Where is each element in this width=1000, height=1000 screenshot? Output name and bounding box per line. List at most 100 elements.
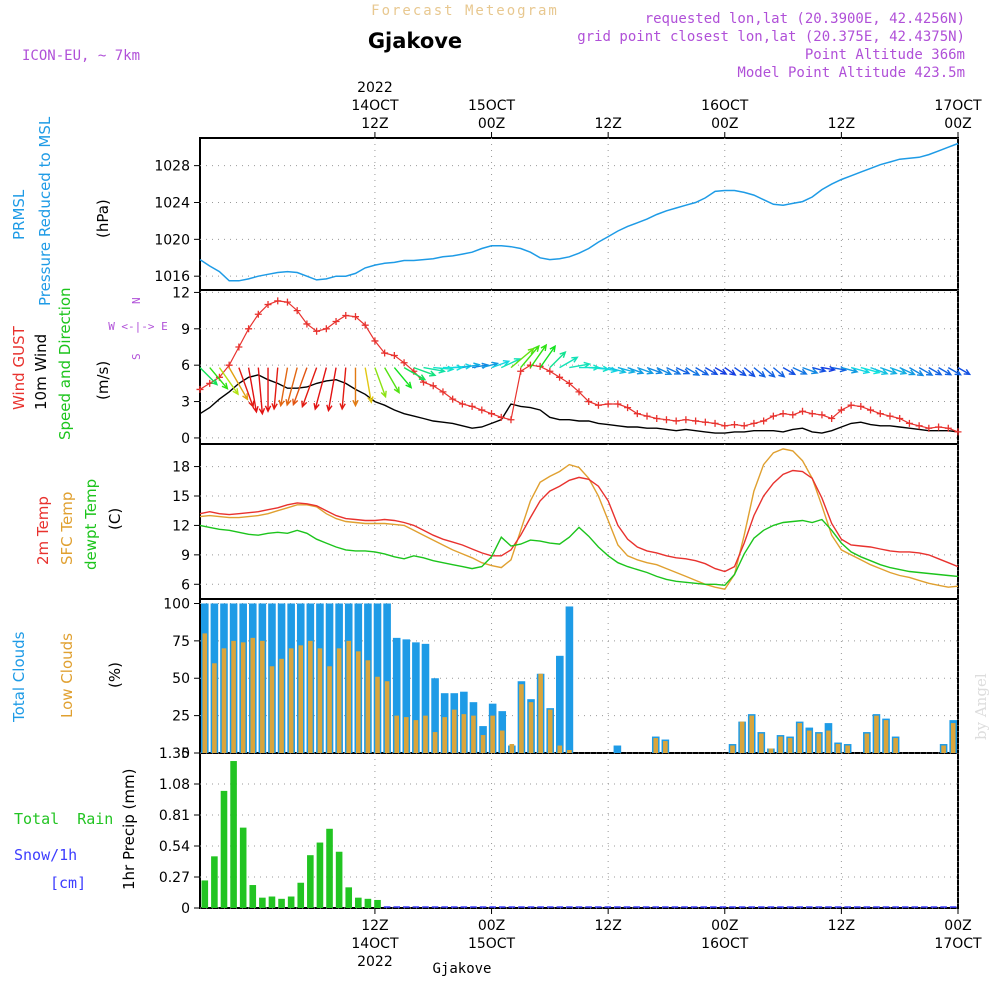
wind-direction-arrow — [627, 366, 645, 375]
gust-marker — [594, 401, 602, 409]
wind-direction-arrow — [704, 366, 719, 376]
gust-marker — [381, 349, 389, 357]
low-clouds-bar — [442, 717, 447, 753]
data-series — [196, 142, 972, 908]
wind-ytick-label: 6 — [181, 358, 190, 374]
gust-marker — [886, 412, 894, 420]
gust-marker — [808, 410, 816, 418]
gust-marker — [546, 367, 554, 375]
wind-direction-arrow — [918, 366, 934, 376]
gust-marker — [896, 415, 904, 423]
wind-direction-arrow — [909, 366, 925, 377]
gust-marker — [701, 418, 709, 426]
gust-marker — [847, 401, 855, 409]
clouds-ytick-label: 50 — [172, 671, 190, 687]
gust-label: Wind GUST — [10, 325, 28, 410]
pressure-ytick-label: 1028 — [154, 159, 190, 175]
gust-marker — [293, 307, 301, 315]
gust-marker — [672, 417, 680, 425]
gust-marker — [235, 343, 243, 351]
model-altitude: Model Point Altitude 423.5m — [737, 65, 965, 81]
wind-direction-arrow — [841, 366, 859, 374]
low-clouds-label: Low Clouds — [58, 633, 76, 718]
temp-unit: (C) — [106, 508, 124, 530]
gust-marker — [429, 382, 437, 390]
wind-direction-arrow — [209, 367, 229, 390]
gust-marker — [905, 419, 913, 427]
temperature-ytick-label: 9 — [181, 548, 190, 564]
sfc-temp-line — [199, 448, 959, 590]
wind-dir-label: Speed and Direction — [56, 287, 74, 440]
wind-direction-arrow — [384, 367, 400, 395]
wind-direction-arrow — [714, 366, 728, 375]
wind-direction-arrow — [695, 366, 710, 376]
wind-direction-arrow — [218, 367, 239, 396]
total-rain-label: Total Rain — [14, 810, 113, 828]
bottom-time-label: 00Z — [711, 918, 738, 934]
wind-direction-arrow — [364, 367, 374, 404]
wind-direction-arrow — [782, 366, 797, 376]
low-clouds-bar — [528, 702, 534, 753]
gust-marker — [254, 310, 262, 318]
gust-marker — [575, 388, 583, 396]
low-clouds-bar — [288, 648, 294, 753]
wind-direction-arrow — [352, 367, 359, 408]
precip-ytick-label: 1.08 — [159, 777, 190, 793]
clouds-ytick-label: 75 — [172, 634, 190, 650]
wind-direction-arrow — [792, 366, 808, 375]
precip-ytick-label: 0.81 — [159, 808, 190, 824]
wind-direction-arrow — [802, 366, 819, 375]
gust-marker — [944, 424, 952, 432]
low-clouds-bar — [221, 648, 227, 753]
total-clouds-bar — [556, 655, 564, 753]
gust-marker — [225, 361, 233, 369]
low-clouds-bar — [509, 744, 515, 753]
low-clouds-bar — [336, 648, 342, 753]
gust-marker — [283, 298, 291, 306]
low-clouds-bar — [547, 709, 553, 753]
bottom-time-label: 14OCT — [351, 936, 399, 952]
low-clouds-bar — [451, 709, 457, 753]
gust-marker — [565, 379, 573, 387]
gust-marker — [935, 423, 943, 431]
gust-marker — [556, 373, 564, 381]
wind-direction-arrow — [393, 367, 413, 389]
wind-direction-arrow — [559, 356, 579, 369]
rain-bar — [326, 828, 333, 908]
low-clouds-bar — [423, 715, 428, 753]
wind-direction-arrow — [666, 366, 682, 375]
low-clouds-bar — [480, 735, 486, 753]
low-clouds-bar — [567, 750, 572, 753]
clouds-ytick-label: 0 — [181, 746, 190, 762]
compass-north: N — [130, 297, 143, 304]
total-clouds-bar — [613, 745, 622, 753]
precip-ytick-label: 0 — [181, 901, 190, 917]
wind-direction-arrow — [947, 366, 962, 376]
low-clouds-bar — [308, 640, 313, 753]
pressure-frame — [199, 137, 959, 291]
temperature-ytick-label: 12 — [172, 518, 190, 534]
wind-direction-arrow — [374, 367, 387, 399]
wind-direction-arrow — [880, 366, 898, 375]
top-time-label: 00Z — [478, 116, 505, 132]
rain-bar — [268, 896, 276, 908]
bottom-time-label: 00Z — [478, 918, 505, 934]
top-time-label: 12Z — [828, 116, 855, 132]
wind-direction-arrow — [928, 366, 943, 376]
gust-marker — [449, 395, 457, 403]
low-clouds-bar — [250, 637, 256, 753]
low-clouds-bar — [893, 738, 898, 753]
clouds-unit: (%) — [106, 662, 124, 688]
low-clouds-bar — [499, 730, 505, 753]
top-time-label: 00Z — [711, 116, 738, 132]
low-clouds-bar — [519, 684, 524, 753]
wind-direction-arrow — [549, 350, 567, 369]
compass-south: S — [130, 353, 143, 360]
wind-direction-arrow — [199, 367, 219, 386]
bottom-time-label: 00Z — [944, 918, 971, 934]
low-clouds-bar — [240, 642, 246, 753]
snow-unit-label: [cm] — [50, 874, 86, 892]
requested-coords: requested lon,lat (20.3900E, 42.4256N) — [645, 11, 965, 27]
rain-bar — [335, 851, 343, 908]
temperature-ytick-label: 6 — [181, 577, 190, 593]
